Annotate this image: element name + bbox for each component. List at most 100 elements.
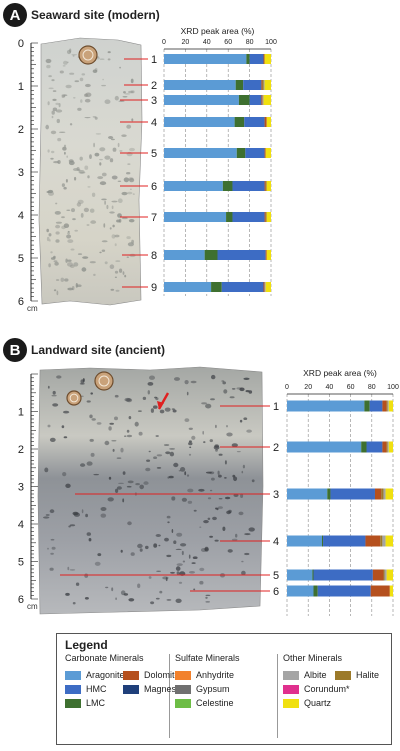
bar-segment-lmc [313, 585, 318, 597]
core-pore [124, 93, 131, 95]
bar-segment-dolomite [261, 80, 263, 90]
core-pore [69, 123, 73, 126]
core-pore [91, 192, 96, 197]
core-pore [63, 223, 70, 228]
core-pore [165, 577, 168, 582]
legend-swatch [123, 684, 139, 694]
core-pore [81, 73, 86, 76]
bar-segment-halite [265, 181, 267, 191]
core-pore [80, 379, 85, 384]
bar-segment-albite [383, 488, 386, 500]
core-pore [102, 78, 104, 81]
sample-label: 5 [273, 570, 279, 582]
core-pore [101, 84, 106, 87]
core-pore [106, 204, 109, 210]
bar-segment-halite [262, 80, 264, 90]
core-pore [60, 277, 65, 282]
panel-b: B Landward site (ancient) 1 2 3 4 5 6 cm XRD pe… [0, 336, 400, 626]
ruler-label: 6 [18, 296, 24, 308]
core-pore [167, 521, 170, 524]
bar-segment-aragonite [164, 54, 247, 64]
core-pore [81, 509, 84, 514]
core-pore [109, 211, 115, 214]
core-pore [119, 268, 123, 273]
bar-segment-lmc [364, 400, 370, 412]
core-pore [150, 408, 154, 413]
bar-segment-albite [382, 535, 386, 547]
core-pore [66, 61, 69, 63]
core-pore [171, 496, 176, 501]
core-pore [86, 224, 90, 226]
core-pore [209, 439, 213, 443]
core-pore [59, 131, 66, 133]
bar-segment-dolomite [370, 585, 390, 597]
core-pore [205, 601, 210, 603]
core-pore [100, 507, 107, 511]
core-pore [227, 549, 233, 553]
core-pore [121, 217, 128, 220]
core-pore [111, 234, 116, 239]
core-pore [77, 253, 83, 255]
ruler-label: 0 [18, 38, 24, 50]
core-pore [47, 385, 50, 389]
core-pore [101, 172, 107, 177]
bar-segment-quartz [386, 569, 393, 581]
shell-fossil [82, 49, 94, 61]
core-pore [226, 425, 228, 428]
core-pore [171, 529, 174, 533]
core-pore [127, 191, 133, 195]
core-pore [117, 180, 122, 182]
ruler-label: 1 [18, 407, 24, 419]
core-pore [51, 110, 55, 115]
core-pore [188, 442, 193, 446]
core-pore [135, 483, 140, 486]
ruler-unit: cm [27, 602, 38, 611]
core-pore [159, 590, 163, 594]
x-tick-label: 0 [285, 384, 289, 391]
core-pore [123, 177, 130, 183]
core-pore [156, 454, 163, 457]
bar-segment-aragonite [287, 585, 314, 597]
core-pore [114, 270, 119, 274]
core-pore [82, 256, 89, 259]
core-pore [118, 100, 125, 102]
legend-label: HMC [86, 684, 107, 694]
core-pore [45, 124, 49, 130]
core-pore [86, 532, 92, 536]
bar-segment-albite [262, 95, 264, 105]
core-pore [87, 186, 91, 188]
core-pore [57, 137, 62, 142]
sample-label: 7 [151, 212, 157, 224]
bar-segment-aragonite [164, 282, 212, 292]
core-pore [201, 402, 208, 405]
core-pore [69, 569, 76, 571]
core-pore [180, 467, 186, 472]
core-pore [104, 261, 108, 265]
core-pore [111, 205, 114, 210]
core-pore [138, 431, 143, 436]
core-pore [45, 58, 52, 64]
core-pore [175, 548, 182, 550]
sample-label: 6 [273, 586, 279, 598]
core-pore [77, 199, 84, 204]
core-pore [184, 418, 190, 422]
core-pore [187, 488, 194, 493]
legend-label: Halite [356, 670, 380, 680]
core-pore [109, 227, 112, 230]
sample-label: 9 [151, 282, 157, 294]
x-tick-label: 40 [203, 39, 211, 46]
legend-swatch [65, 698, 81, 708]
core-pore [242, 464, 245, 469]
core-pore [215, 507, 218, 510]
core-pore [49, 509, 55, 514]
core-pore [130, 188, 132, 190]
legend-item: Albite [283, 670, 327, 680]
sample-label: 4 [151, 117, 157, 129]
legend-label: Magnesite [144, 684, 186, 694]
core-pore [55, 109, 63, 113]
core-pore [186, 474, 190, 477]
legend-swatch [175, 670, 191, 680]
bar-segment-aragonite [164, 250, 205, 260]
ruler-label: 6 [18, 594, 24, 606]
